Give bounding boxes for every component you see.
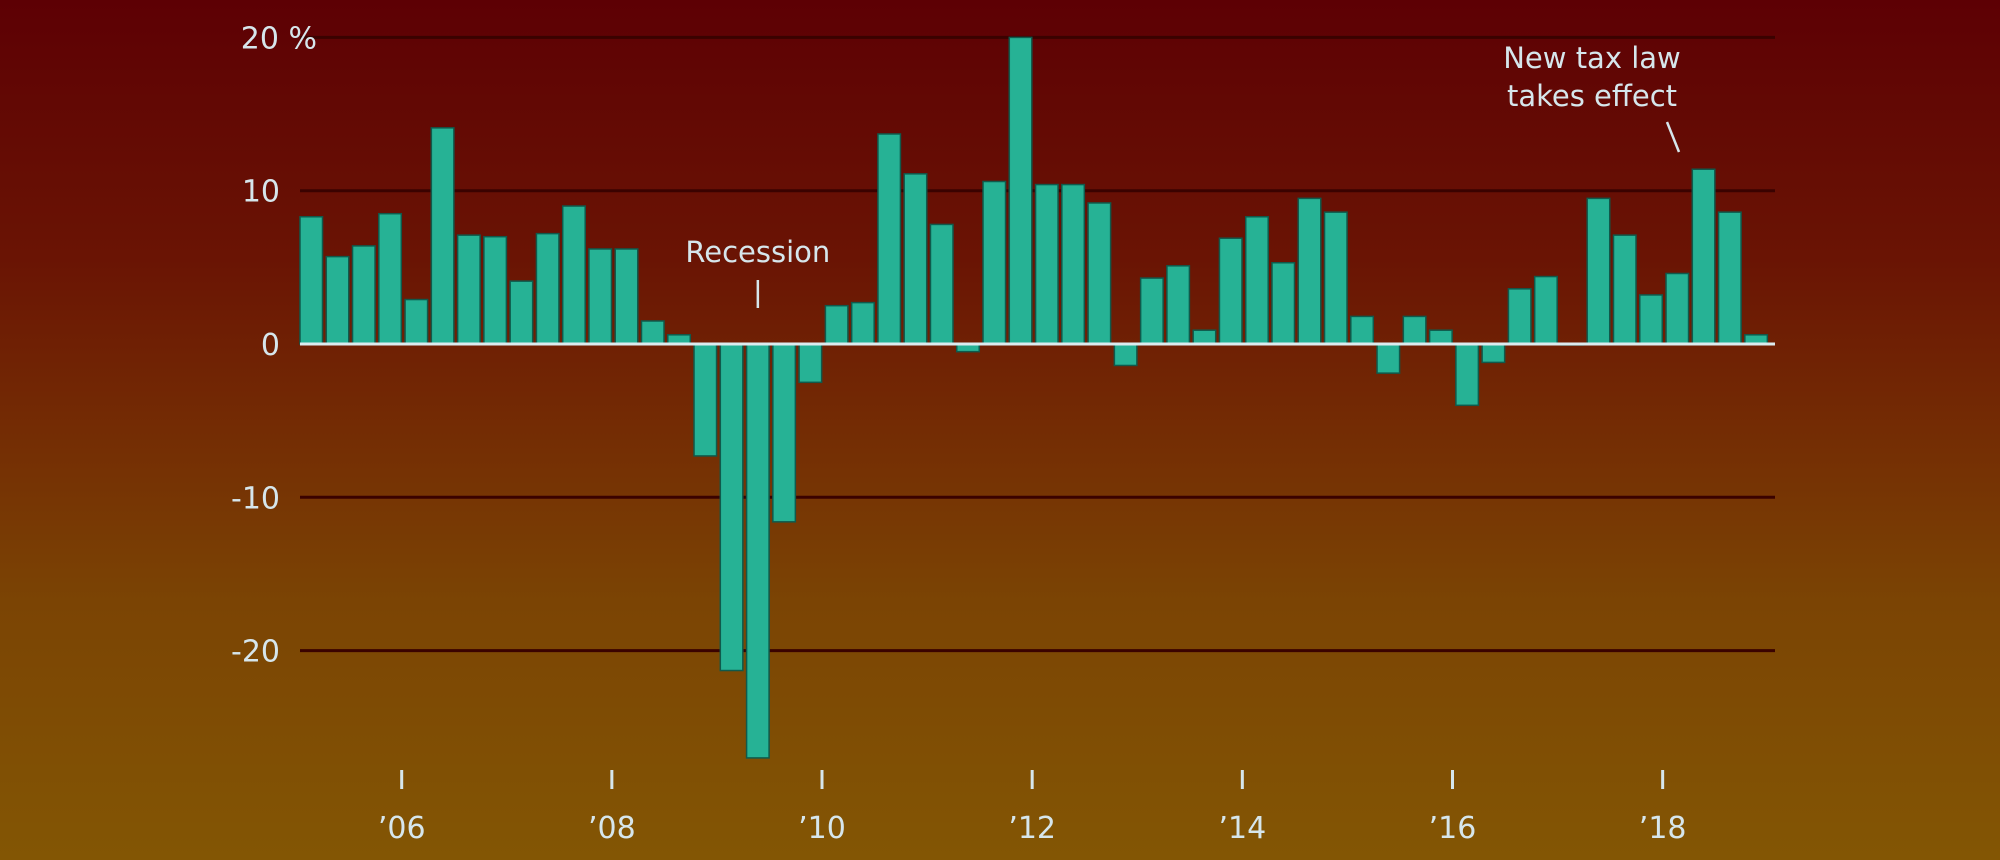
bar (640, 320, 665, 345)
bar (351, 245, 376, 345)
bar (1087, 202, 1112, 345)
x-tick-label: ’14 (1218, 811, 1266, 846)
y-tick-label: -10 (231, 481, 280, 516)
bar (1034, 183, 1059, 345)
bar (1113, 343, 1138, 367)
bar (1717, 211, 1742, 345)
x-tick-label: ’12 (1008, 811, 1056, 846)
bar (1139, 277, 1164, 345)
bar (1402, 315, 1427, 345)
bar (1639, 294, 1664, 345)
annotation-tax-law: takes effect (1507, 79, 1677, 113)
bar (430, 127, 455, 345)
y-tick-label: 0 (261, 328, 280, 363)
bar (535, 232, 560, 345)
bar (1218, 237, 1243, 345)
bar (561, 205, 586, 345)
bar (1428, 329, 1453, 345)
bar (772, 343, 797, 523)
bar (325, 255, 350, 345)
bar (1008, 36, 1033, 345)
bar (1271, 262, 1296, 345)
bar (509, 280, 534, 345)
bar (1061, 183, 1086, 345)
y-tick-label: -20 (231, 635, 280, 670)
bar (719, 343, 744, 672)
x-tick-label: ’18 (1639, 811, 1687, 846)
bar (850, 301, 875, 345)
bar (614, 248, 639, 345)
bar (1665, 272, 1690, 345)
bar (1507, 288, 1532, 345)
bar (1297, 197, 1322, 345)
bar (824, 304, 849, 345)
bar (1323, 211, 1348, 345)
bar (798, 343, 823, 384)
bar (456, 234, 481, 345)
bar (1166, 265, 1191, 345)
bar (1192, 329, 1217, 345)
bar (745, 343, 770, 759)
bar (1481, 343, 1506, 364)
y-axis-labels: 20 % 10 0 -10 -20 (231, 21, 317, 669)
bar (1376, 343, 1401, 374)
bar (1244, 216, 1269, 345)
bar (404, 298, 429, 345)
annotation-tax-law: New tax law (1503, 41, 1681, 75)
bar (1533, 275, 1558, 345)
bar (877, 133, 902, 345)
bar (1586, 197, 1611, 345)
bar (1350, 315, 1375, 345)
y-tick-label: 10 (242, 175, 280, 210)
bar (1691, 168, 1716, 345)
gridlines (300, 35, 1775, 653)
annotation-recession: Recession (685, 235, 830, 269)
x-tick-label: ’10 (798, 811, 846, 846)
bar (378, 212, 403, 345)
annotations: Recession New tax law takes effect (685, 41, 1681, 308)
x-tick-label: ’16 (1429, 811, 1477, 846)
bar (588, 248, 613, 345)
x-tick-label: ’08 (588, 811, 636, 846)
x-tick-label: ’06 (378, 811, 426, 846)
annotation-leader (1665, 121, 1681, 153)
bar (1455, 343, 1480, 407)
bar (693, 343, 718, 457)
y-tick-label: 20 % (241, 21, 317, 56)
bar (1612, 234, 1637, 345)
x-axis: ’06 ’08 ’10 ’12 ’14 ’16 ’18 (378, 770, 1687, 846)
bar (299, 216, 324, 345)
bar (903, 173, 928, 345)
bar (929, 223, 954, 345)
bar (982, 180, 1007, 345)
bar (483, 235, 508, 345)
